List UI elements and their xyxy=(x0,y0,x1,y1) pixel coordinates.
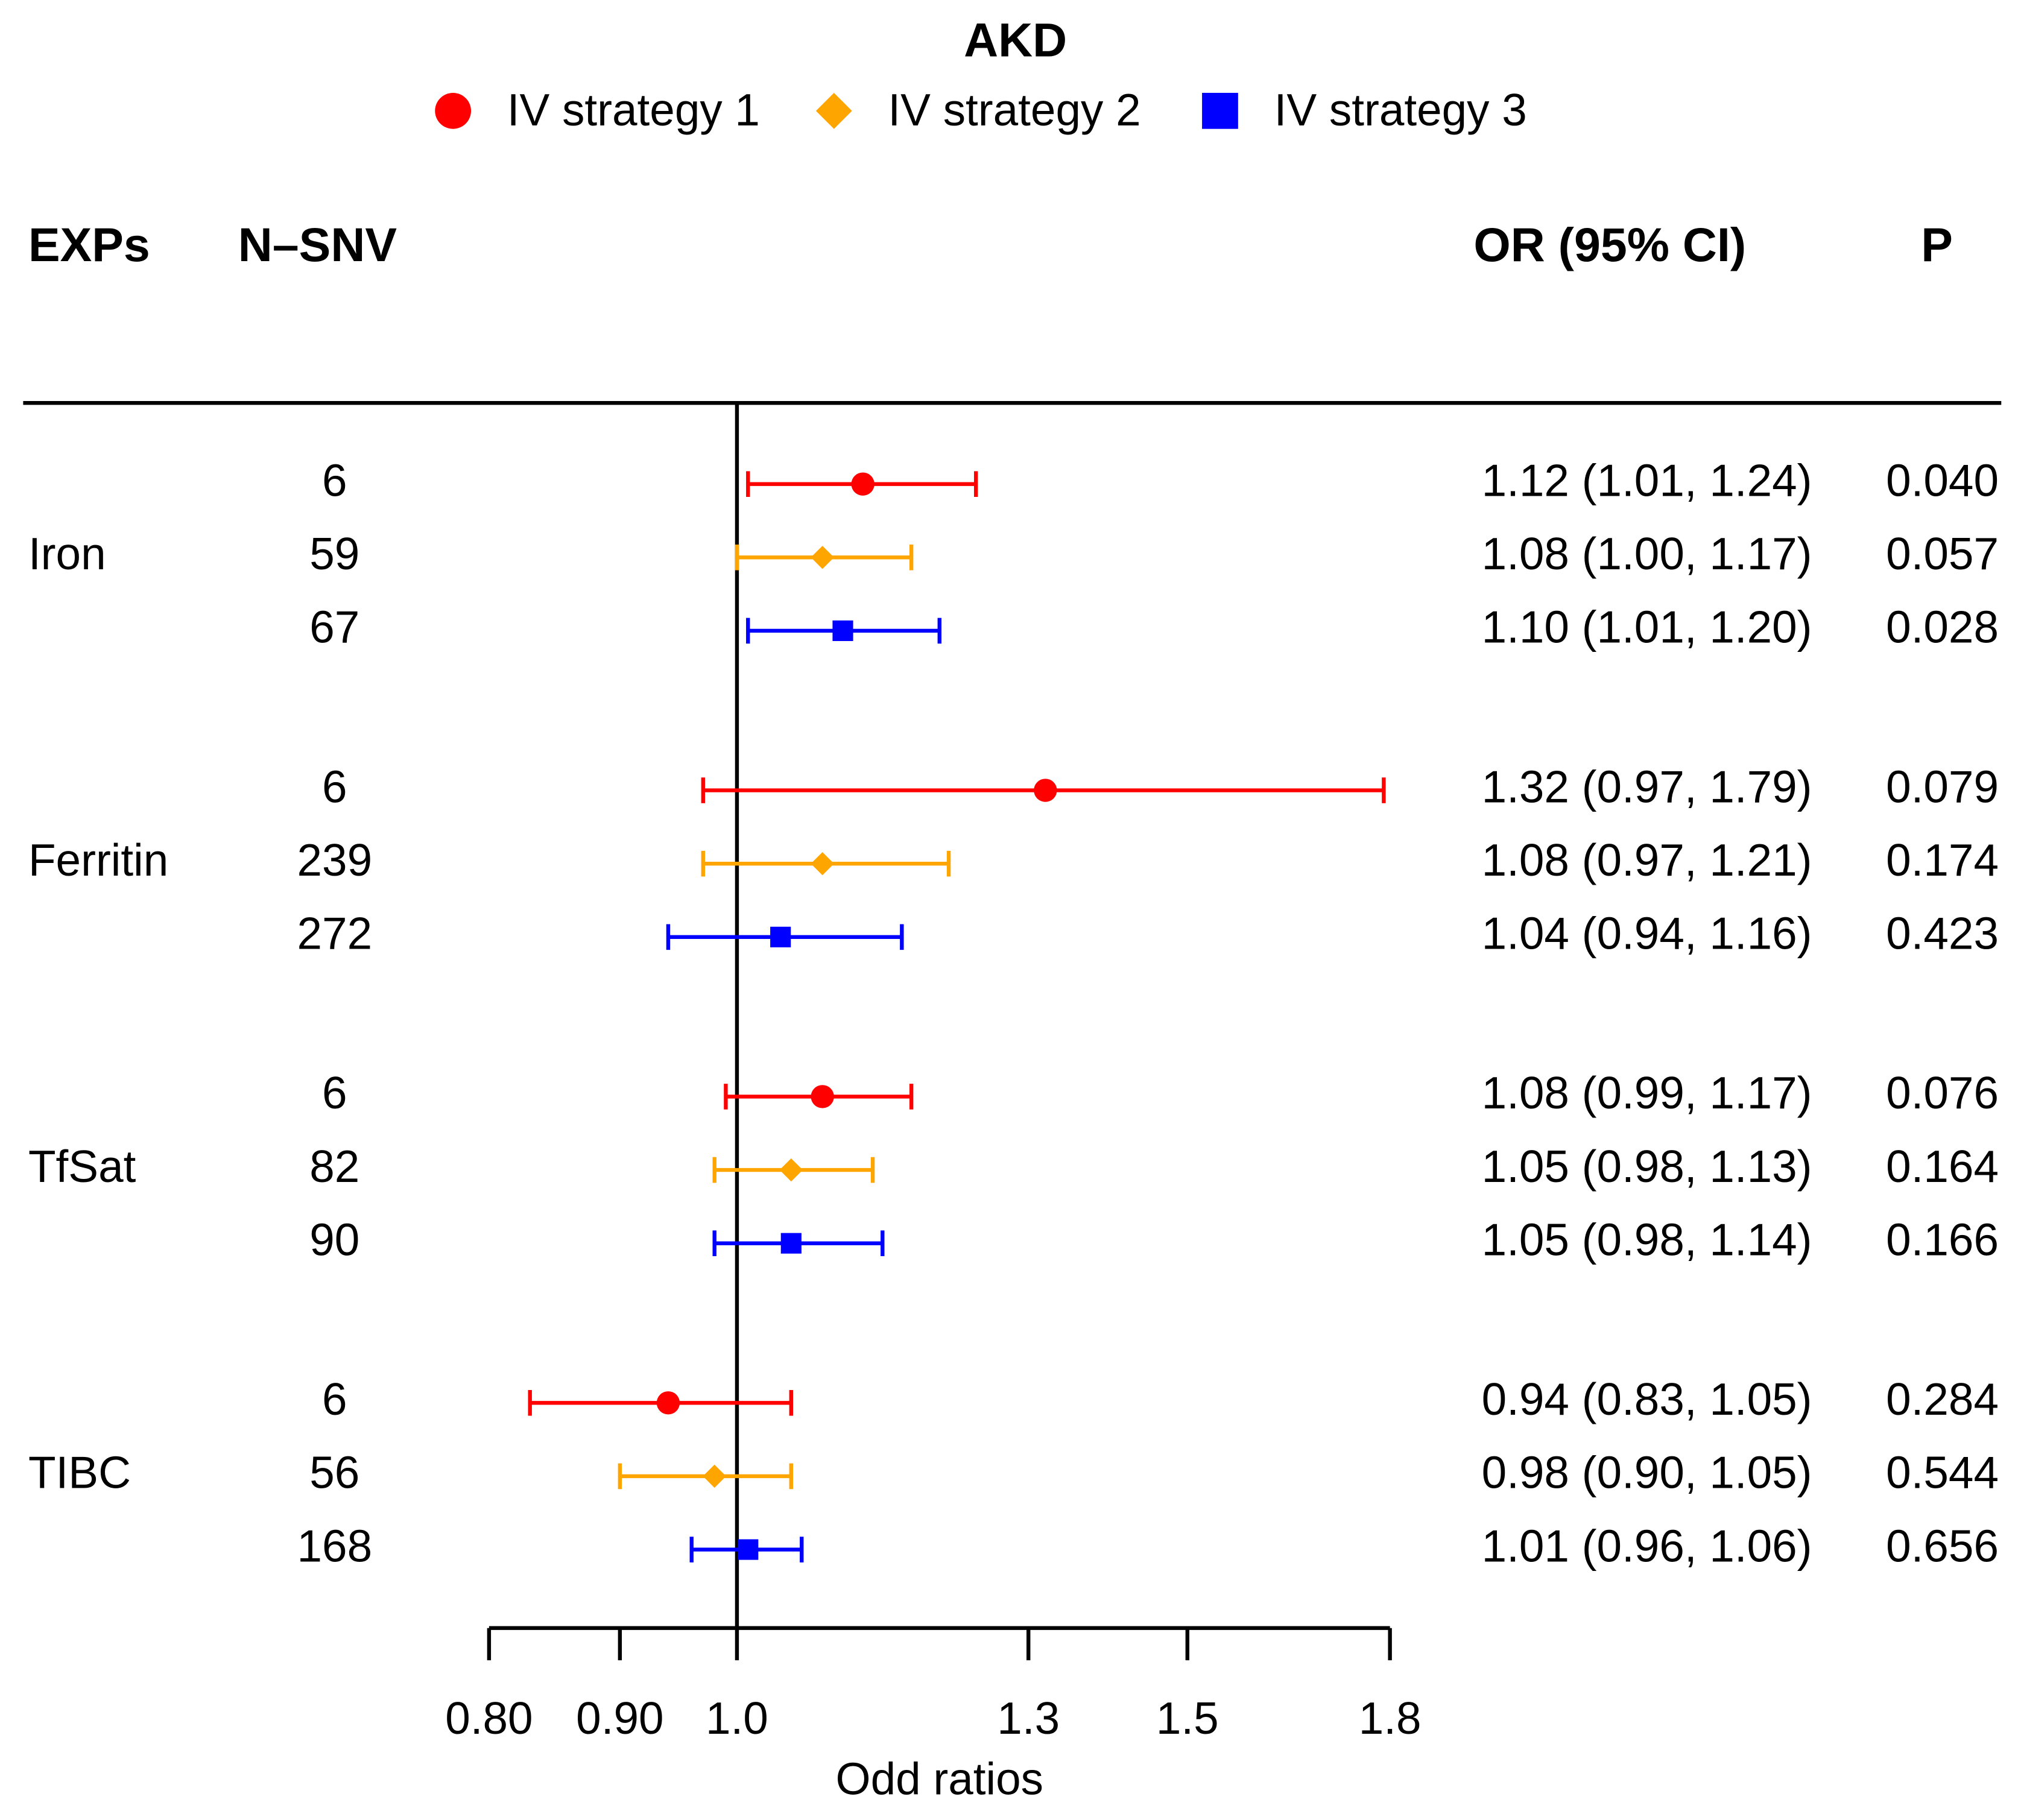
column-header: P xyxy=(1921,218,1953,271)
exposure-label: TIBC xyxy=(28,1447,131,1498)
or-ci-label: 1.08 (1.00, 1.17) xyxy=(1482,528,1812,579)
n-snv: 67 xyxy=(309,602,359,652)
point-estimate xyxy=(780,1233,802,1254)
or-ci-label: 1.12 (1.01, 1.24) xyxy=(1482,455,1812,505)
n-snv: 6 xyxy=(322,1067,347,1118)
n-snv: 239 xyxy=(297,835,373,885)
p-value: 0.284 xyxy=(1886,1374,1999,1424)
point-estimate xyxy=(811,1085,834,1108)
n-snv: 82 xyxy=(309,1141,359,1192)
exposure-label: Iron xyxy=(28,528,106,579)
column-header: N–SNV xyxy=(238,218,397,271)
point-estimate xyxy=(738,1539,759,1560)
legend-marker xyxy=(815,92,852,129)
point-estimate xyxy=(851,472,875,496)
or-ci-label: 1.10 (1.01, 1.20) xyxy=(1482,602,1812,652)
n-snv: 56 xyxy=(309,1447,359,1498)
n-snv: 6 xyxy=(322,761,347,812)
p-value: 0.076 xyxy=(1886,1067,1999,1118)
point-estimate xyxy=(811,852,834,876)
n-snv: 6 xyxy=(322,1374,347,1424)
p-value: 0.028 xyxy=(1886,602,1999,652)
p-value: 0.423 xyxy=(1886,908,1999,959)
legend-marker xyxy=(435,92,472,129)
p-value: 0.040 xyxy=(1886,455,1999,505)
or-ci-label: 0.94 (0.83, 1.05) xyxy=(1482,1374,1812,1424)
legend-marker xyxy=(1202,92,1238,129)
n-snv: 272 xyxy=(297,908,373,959)
or-ci-label: 0.98 (0.90, 1.05) xyxy=(1482,1447,1812,1498)
p-value: 0.164 xyxy=(1886,1141,1999,1192)
or-ci-label: 1.32 (0.97, 1.79) xyxy=(1482,761,1812,812)
column-header: EXPs xyxy=(28,218,150,271)
chart-title: AKD xyxy=(964,14,1067,67)
p-value: 0.057 xyxy=(1886,528,1999,579)
x-tick-label: 1.3 xyxy=(997,1693,1060,1743)
point-estimate xyxy=(811,546,834,569)
column-header: OR (95% CI) xyxy=(1473,218,1746,271)
exposure-label: Ferritin xyxy=(28,835,168,885)
n-snv: 90 xyxy=(309,1214,359,1265)
or-ci-label: 1.04 (0.94, 1.16) xyxy=(1482,908,1812,959)
point-estimate xyxy=(832,620,853,642)
point-estimate xyxy=(656,1391,680,1415)
p-value: 0.174 xyxy=(1886,835,1999,885)
x-tick-label: 0.80 xyxy=(445,1693,533,1743)
point-estimate xyxy=(1034,779,1057,802)
p-value: 0.544 xyxy=(1886,1447,1999,1498)
legend-label: IV strategy 2 xyxy=(888,84,1140,135)
n-snv: 6 xyxy=(322,455,347,505)
x-tick-label: 1.0 xyxy=(706,1693,768,1743)
or-ci-label: 1.08 (0.97, 1.21) xyxy=(1482,835,1812,885)
exposure-label: TfSat xyxy=(28,1141,136,1192)
x-tick-label: 1.5 xyxy=(1156,1693,1219,1743)
x-tick-label: 0.90 xyxy=(576,1693,663,1743)
x-axis-label: Odd ratios xyxy=(836,1754,1043,1804)
x-tick-label: 1.8 xyxy=(1359,1693,1422,1743)
or-ci-label: 1.05 (0.98, 1.14) xyxy=(1482,1214,1812,1265)
or-ci-label: 1.08 (0.99, 1.17) xyxy=(1482,1067,1812,1118)
point-estimate xyxy=(703,1464,726,1488)
n-snv: 59 xyxy=(309,528,359,579)
p-value: 0.166 xyxy=(1886,1214,1999,1265)
point-estimate xyxy=(779,1158,803,1182)
legend-label: IV strategy 1 xyxy=(507,84,760,135)
p-value: 0.656 xyxy=(1886,1520,1999,1571)
or-ci-label: 1.05 (0.98, 1.13) xyxy=(1482,1141,1812,1192)
legend-label: IV strategy 3 xyxy=(1274,84,1527,135)
p-value: 0.079 xyxy=(1886,761,1999,812)
point-estimate xyxy=(770,926,791,947)
or-ci-label: 1.01 (0.96, 1.06) xyxy=(1482,1520,1812,1571)
n-snv: 168 xyxy=(297,1520,373,1571)
